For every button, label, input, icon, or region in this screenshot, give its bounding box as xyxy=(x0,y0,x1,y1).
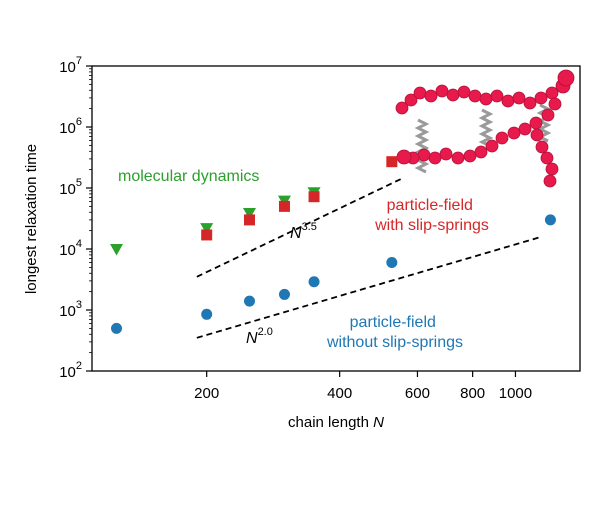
x-axis-title: chain length N xyxy=(288,414,384,431)
scaling-label-n20: N2.0 xyxy=(246,326,273,347)
y-tick-label: 107 xyxy=(59,55,82,76)
point-circle xyxy=(544,214,556,226)
y-axis: 102 103 104 105 106 107 xyxy=(59,55,92,381)
y-tick-label: 106 xyxy=(59,116,82,137)
y-tick-label: 103 xyxy=(59,299,82,320)
x-tick-label: 400 xyxy=(327,385,352,402)
scaling-line-35 xyxy=(196,178,402,278)
x-tick-label: 1000 xyxy=(499,385,532,402)
point-circle xyxy=(111,322,123,334)
y-tick-label: 105 xyxy=(59,177,82,198)
y-tick-label: 102 xyxy=(59,360,82,381)
point-circle xyxy=(308,276,320,288)
x-tick-label: 200 xyxy=(194,385,219,402)
scaling-label-n35: N3.5 xyxy=(290,221,317,242)
annotation-with-slip-springs: particle-field with slip-springs xyxy=(374,197,489,234)
point-triangle-down xyxy=(110,244,124,256)
point-square xyxy=(243,214,255,226)
point-triangle-down xyxy=(200,223,214,235)
bead-chain xyxy=(395,69,575,188)
scaling-guide-lines xyxy=(196,178,543,339)
plot-area: 200 400 600 800 1000 102 103 104 105 106 107 xyxy=(59,55,581,402)
point-circle xyxy=(243,295,255,307)
x-tick-label: 800 xyxy=(460,385,485,402)
point-square xyxy=(201,229,213,241)
data-markers xyxy=(110,156,556,334)
point-square xyxy=(278,200,290,212)
x-tick-label: 600 xyxy=(405,385,430,402)
point-triangle-down xyxy=(242,207,256,220)
point-square xyxy=(386,156,398,168)
x-axis: 200 400 600 800 1000 xyxy=(194,371,532,402)
annotation-molecular-dynamics: molecular dynamics xyxy=(118,168,259,185)
point-circle xyxy=(386,257,398,269)
annotation-without-slip-springs: particle-field without slip-springs xyxy=(326,314,463,351)
plot-frame xyxy=(91,65,581,372)
point-square xyxy=(308,191,320,203)
polymer-chain-illustration xyxy=(395,69,575,188)
point-circle xyxy=(278,288,290,300)
y-axis-title: longest relaxation time xyxy=(23,144,40,294)
point-circle xyxy=(201,308,213,320)
y-tick-label: 104 xyxy=(59,238,82,259)
